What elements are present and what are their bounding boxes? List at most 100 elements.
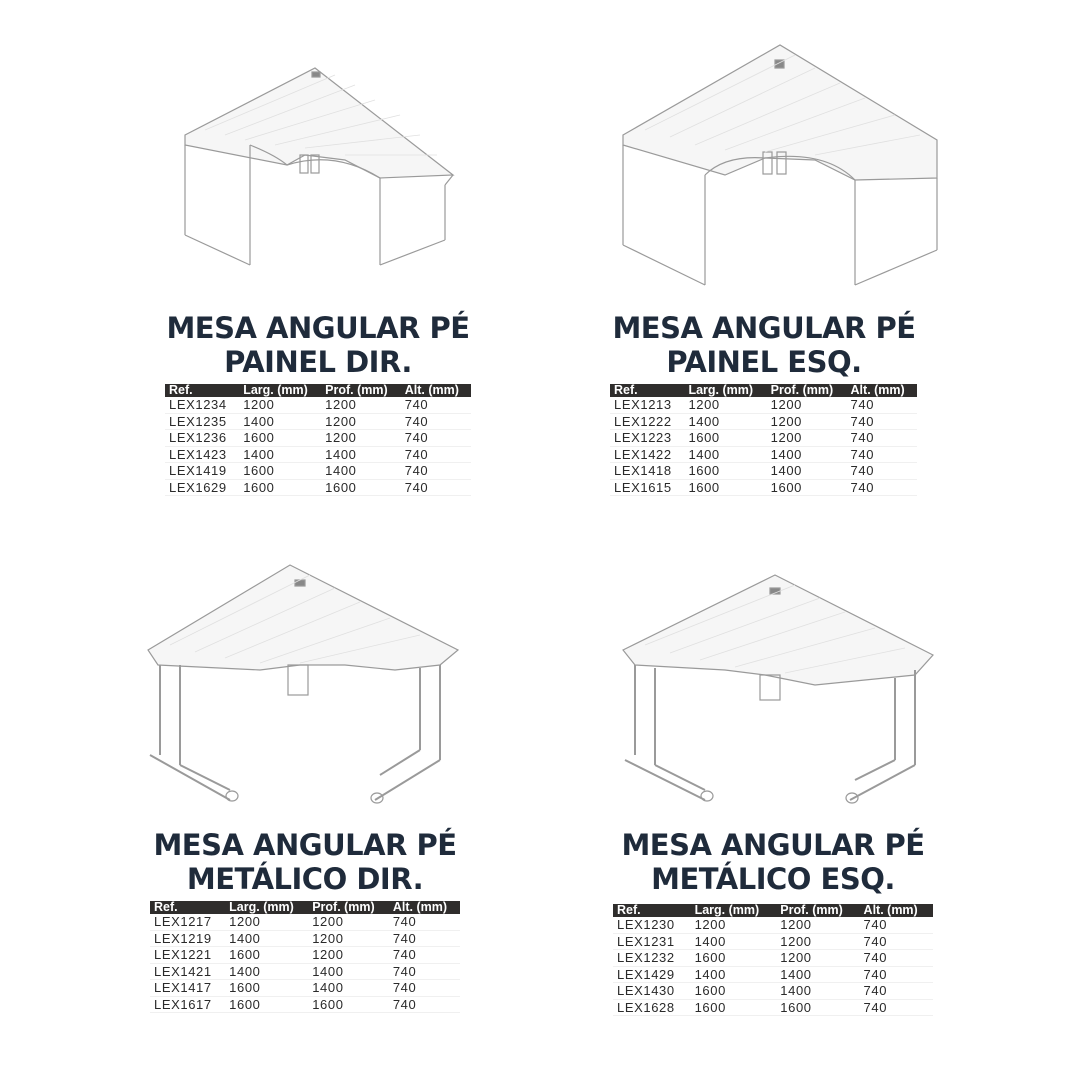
table-row: LEX1423 1400 1400 740 bbox=[165, 446, 471, 463]
column-header: Alt. (mm) bbox=[846, 384, 917, 397]
column-header: Larg. (mm) bbox=[684, 384, 767, 397]
table-cell: LEX1422 bbox=[610, 446, 685, 463]
table-row: LEX1419 1600 1400 740 bbox=[165, 462, 471, 480]
table-header: Ref. Larg. (mm) Prof. (mm) Alt. (mm) bbox=[610, 384, 917, 397]
column-header: Ref. bbox=[165, 384, 240, 397]
table-cell: 740 bbox=[859, 933, 933, 950]
table-cell: 1400 bbox=[239, 413, 322, 430]
table-cell: 1600 bbox=[684, 479, 767, 496]
table-cell: 1400 bbox=[308, 979, 389, 997]
table-header: Ref. Larg. (mm) Prof. (mm) Alt. (mm) bbox=[165, 384, 471, 397]
table-cell: LEX1223 bbox=[610, 429, 685, 447]
table-cell: 1200 bbox=[776, 933, 860, 950]
table-cell: 1200 bbox=[684, 397, 767, 414]
table-cell: 1200 bbox=[766, 413, 847, 430]
table-cell: 1400 bbox=[239, 446, 322, 463]
corner-desk-metal-left-illustration bbox=[615, 570, 945, 815]
table-cell: 740 bbox=[859, 982, 933, 1000]
table-cell: 740 bbox=[400, 479, 471, 496]
table-row: LEX1219 1400 1200 740 bbox=[150, 930, 460, 947]
table-row: LEX1217 1200 1200 740 bbox=[150, 914, 460, 931]
column-header: Ref. bbox=[613, 904, 691, 917]
table-header: Ref. Larg. (mm) Prof. (mm) Alt. (mm) bbox=[150, 901, 460, 914]
table-cell: 1400 bbox=[690, 966, 777, 983]
title-line-1: MESA ANGULAR PÉ bbox=[166, 311, 470, 345]
table-cell: 740 bbox=[400, 446, 471, 463]
table-cell: 1600 bbox=[684, 429, 767, 447]
table-cell: 1200 bbox=[321, 397, 401, 414]
title-line-1: MESA ANGULAR PÉ bbox=[612, 311, 916, 345]
table-cell: 1400 bbox=[776, 982, 860, 1000]
table-cell: 740 bbox=[859, 917, 933, 934]
table-cell: LEX1219 bbox=[150, 930, 226, 947]
spec-table-panel-right: Ref. Larg. (mm) Prof. (mm) Alt. (mm) LEX1234… bbox=[165, 384, 471, 496]
table-cell: 1600 bbox=[239, 462, 322, 480]
corner-desk-panel-left-illustration bbox=[615, 40, 945, 290]
spec-table-metal-left: Ref. Larg. (mm) Prof. (mm) Alt. (mm) LEX1230… bbox=[613, 904, 933, 1016]
table-cell: 1600 bbox=[766, 479, 847, 496]
table-cell: 1200 bbox=[690, 917, 777, 934]
table-cell: LEX1629 bbox=[165, 479, 240, 496]
table-row: LEX1430 1600 1400 740 bbox=[613, 982, 933, 1000]
table-cell: 1600 bbox=[321, 479, 401, 496]
table-cell: 740 bbox=[846, 446, 917, 463]
table-cell: 740 bbox=[859, 949, 933, 967]
table-row: LEX1221 1600 1200 740 bbox=[150, 946, 460, 964]
table-cell: 740 bbox=[846, 462, 917, 480]
column-header: Prof. (mm) bbox=[776, 904, 860, 917]
table-row: LEX1422 1400 1400 740 bbox=[610, 446, 917, 463]
table-cell: 1400 bbox=[321, 446, 401, 463]
table-cell: LEX1419 bbox=[165, 462, 240, 480]
table-cell: 1600 bbox=[225, 979, 309, 997]
table-cell: LEX1235 bbox=[165, 413, 240, 430]
table-cell: 1600 bbox=[690, 982, 777, 1000]
spec-table-metal-right: Ref. Larg. (mm) Prof. (mm) Alt. (mm) LEX1217… bbox=[150, 901, 460, 1013]
table-row: LEX1231 1400 1200 740 bbox=[613, 933, 933, 950]
table-cell: 1200 bbox=[321, 429, 401, 447]
column-header: Larg. (mm) bbox=[690, 904, 777, 917]
table-cell: 1600 bbox=[690, 949, 777, 967]
table-cell: 740 bbox=[400, 462, 471, 480]
table-cell: LEX1628 bbox=[613, 999, 691, 1016]
table-cell: LEX1231 bbox=[613, 933, 691, 950]
table-cell: 740 bbox=[388, 946, 460, 964]
table-cell: LEX1430 bbox=[613, 982, 691, 1000]
table-row: LEX1429 1400 1400 740 bbox=[613, 966, 933, 983]
table-row: LEX1421 1400 1400 740 bbox=[150, 963, 460, 980]
table-cell: 1200 bbox=[321, 413, 401, 430]
table-cell: 740 bbox=[400, 397, 471, 414]
title-line-2: METÁLICO DIR. bbox=[186, 862, 424, 896]
title-line-1: MESA ANGULAR PÉ bbox=[621, 828, 925, 862]
table-cell: LEX1615 bbox=[610, 479, 685, 496]
table-row: LEX1236 1600 1200 740 bbox=[165, 429, 471, 447]
column-header: Ref. bbox=[610, 384, 685, 397]
table-cell: 740 bbox=[846, 397, 917, 414]
column-header: Alt. (mm) bbox=[859, 904, 933, 917]
table-cell: LEX1423 bbox=[165, 446, 240, 463]
table-cell: LEX1217 bbox=[150, 914, 226, 931]
table-cell: LEX1417 bbox=[150, 979, 226, 997]
table-row: LEX1222 1400 1200 740 bbox=[610, 413, 917, 430]
table-cell: 1400 bbox=[225, 930, 309, 947]
product-title-metal-left: MESA ANGULAR PÉ METÁLICO ESQ. bbox=[573, 828, 973, 896]
table-cell: 1600 bbox=[690, 999, 777, 1016]
table-cell: LEX1222 bbox=[610, 413, 685, 430]
table-header: Ref. Larg. (mm) Prof. (mm) Alt. (mm) bbox=[613, 904, 933, 917]
column-header: Prof. (mm) bbox=[308, 901, 389, 914]
title-line-1: MESA ANGULAR PÉ bbox=[153, 828, 457, 862]
table-cell: 1400 bbox=[766, 446, 847, 463]
column-header: Alt. (mm) bbox=[388, 901, 460, 914]
table-cell: 1400 bbox=[776, 966, 860, 983]
table-cell: 740 bbox=[846, 479, 917, 496]
table-cell: 1200 bbox=[776, 949, 860, 967]
table-cell: 1200 bbox=[308, 930, 389, 947]
title-line-2: PAINEL DIR. bbox=[224, 345, 412, 379]
table-cell: 740 bbox=[388, 963, 460, 980]
table-row: LEX1234 1200 1200 740 bbox=[165, 397, 471, 414]
table-cell: 740 bbox=[388, 996, 460, 1013]
title-line-2: PAINEL ESQ. bbox=[666, 345, 862, 379]
table-cell: 1400 bbox=[766, 462, 847, 480]
table-cell: 740 bbox=[859, 999, 933, 1016]
table-row: LEX1418 1600 1400 740 bbox=[610, 462, 917, 480]
spec-table-panel-left: Ref. Larg. (mm) Prof. (mm) Alt. (mm) LEX1213… bbox=[610, 384, 917, 496]
